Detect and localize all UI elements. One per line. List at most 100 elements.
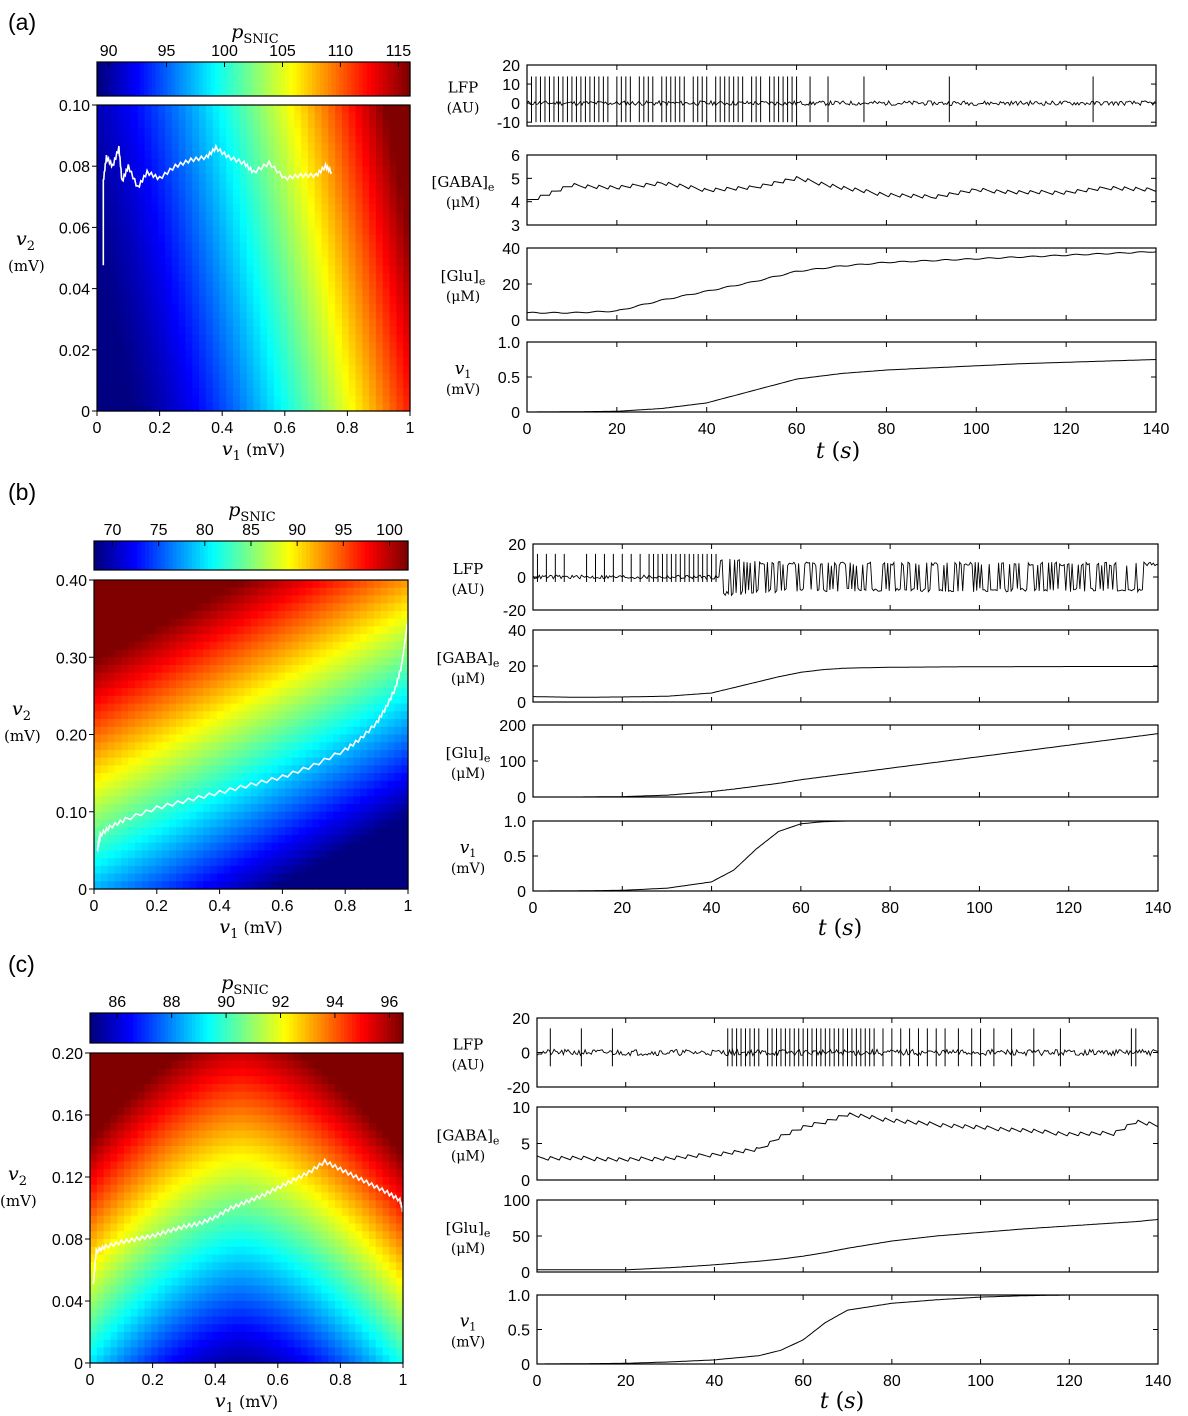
heatmap-cell [307, 150, 316, 160]
heatmap-cell [328, 242, 336, 251]
heatmap-cell [219, 212, 227, 221]
heatmap-cell [148, 719, 157, 728]
heatmap-cell [192, 311, 200, 320]
heatmap-cell [137, 1339, 146, 1349]
heatmap-cell [273, 204, 282, 213]
heatmap-cell [353, 688, 361, 697]
heatmap-cell [110, 143, 119, 152]
heatmap-cell [301, 112, 309, 121]
heatmap-cell [244, 804, 252, 813]
colorbar-tick-label: 80 [196, 522, 214, 539]
heatmap-cell [362, 296, 370, 305]
heatmap-cell [321, 319, 329, 328]
heatmap-cell [362, 273, 370, 282]
heatmap-cell [169, 804, 177, 813]
heatmap-cell [230, 711, 238, 720]
heatmap-cell [294, 403, 302, 412]
heatmap-cell [335, 296, 343, 305]
heatmap-cell [212, 280, 221, 290]
heatmap-cell [301, 403, 309, 412]
heatmap-cell [100, 780, 109, 790]
heatmap-cell [260, 349, 268, 359]
heatmap-cell [360, 664, 368, 674]
heatmap-cell [192, 349, 200, 359]
heatmap-cell [287, 258, 295, 267]
heatmap-cell [326, 688, 334, 697]
heatmap-cell [271, 672, 279, 682]
heatmap-cell [185, 120, 193, 129]
heatmap-cell [257, 773, 266, 782]
heatmap-cell [148, 680, 157, 689]
heatmap-cell [189, 819, 197, 828]
heatmap-cell [271, 618, 279, 627]
x-tick-label: 60 [792, 900, 810, 917]
heatmap-cell [178, 280, 187, 290]
heatmap-cell [332, 634, 341, 643]
heatmap-cell [230, 873, 238, 882]
heatmap-cell [373, 649, 382, 658]
heatmap-cell [117, 1060, 125, 1070]
heatmap-cell [273, 127, 282, 137]
heatmap-cell [117, 1293, 125, 1302]
heatmap-cell [285, 819, 293, 828]
heatmap-cell [278, 618, 286, 627]
heatmap-cell [162, 873, 170, 882]
heatmap-cell [117, 372, 125, 381]
heatmap-cell [380, 626, 389, 635]
heatmap-frame [96, 104, 411, 412]
heatmap-cell [403, 388, 411, 397]
heatmap-cell [151, 273, 159, 282]
heatmap-cell [107, 672, 116, 682]
colorbar-swatch [104, 62, 110, 96]
heatmap-cell [367, 780, 375, 790]
heatmap-cell [94, 688, 102, 697]
heatmap-cell [294, 120, 302, 129]
heatmap-cell [287, 265, 295, 274]
heatmap-cell [210, 634, 218, 643]
timeseries-frame [532, 543, 1159, 611]
heatmap-cell [124, 365, 132, 374]
heatmap-cell [144, 1277, 152, 1287]
heatmap-cell [332, 881, 341, 890]
heatmap-cell [131, 150, 139, 160]
heatmap-cell [196, 580, 204, 589]
heatmap-cell [233, 273, 241, 282]
heatmap-cell [360, 657, 368, 666]
heatmap-cell [96, 1208, 105, 1217]
heatmap-cell [257, 842, 266, 851]
y-tick-label: 0.20 [56, 728, 87, 745]
heatmap-cell [185, 1099, 193, 1108]
heatmap-cell [360, 618, 368, 627]
heatmap-cell [151, 1270, 159, 1279]
heatmap-cell [128, 796, 136, 805]
heatmap-cell [373, 719, 382, 728]
heatmap-cell [271, 610, 279, 620]
heatmap-cell [382, 181, 391, 190]
heatmap-cell [380, 811, 389, 821]
heatmap-cell [332, 603, 341, 612]
heatmap-cell [223, 580, 232, 589]
heatmap-cell [165, 143, 173, 152]
heatmap-cell [321, 311, 329, 320]
heatmap-cell [291, 672, 300, 682]
heatmap-cell [110, 166, 119, 175]
heatmap-cell [239, 120, 248, 129]
colorbar-swatch [298, 541, 303, 570]
colorbar-swatch [141, 541, 146, 570]
x-tick-label: 0.6 [274, 420, 296, 437]
heatmap-cell [264, 734, 273, 743]
heatmap-cell [355, 357, 363, 366]
heatmap-cell [103, 127, 112, 137]
heatmap-cell [158, 1115, 166, 1124]
heatmap-cell [389, 380, 397, 389]
heatmap-cell [339, 634, 348, 643]
heatmap-cell [162, 595, 170, 604]
heatmap-cell [341, 342, 350, 351]
heatmap-cell [339, 595, 348, 604]
heatmap-cell [141, 641, 150, 651]
heatmap-cell [128, 711, 136, 720]
heatmap-cell [114, 664, 122, 674]
heatmap-cell [244, 819, 252, 828]
heatmap-cell [117, 311, 125, 320]
